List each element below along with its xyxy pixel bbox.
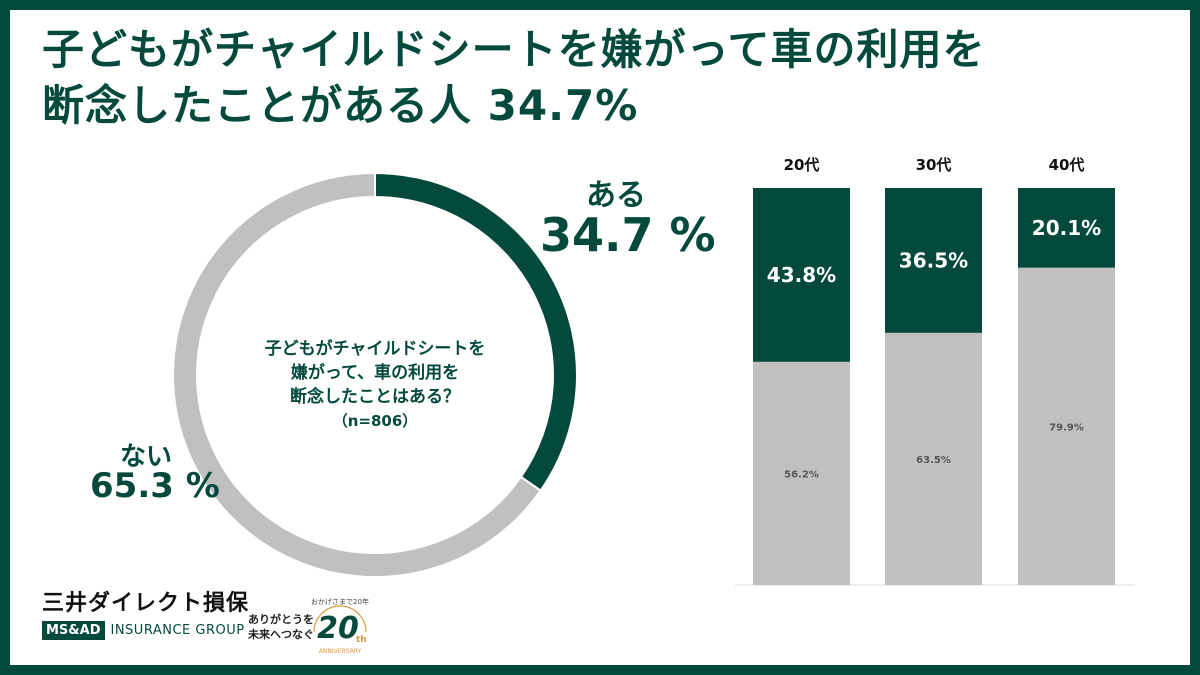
bar-label-no: 79.9% xyxy=(1049,422,1084,433)
anniversary-top-text: おかげさまで20年 xyxy=(311,597,369,606)
bar-label-yes: 43.8% xyxy=(767,263,836,287)
category-label: 40代 xyxy=(1049,156,1085,174)
title-line-2: 断念したことがある人 34.7% xyxy=(42,81,639,130)
company-name: 三井ダイレクト損保 xyxy=(42,591,250,616)
category-label: 20代 xyxy=(784,156,820,174)
bar-label-no: 63.5% xyxy=(916,455,951,466)
donut-question: 子どもがチャイルドシートを 嫌がって、車の利用を 断念したことはある？ （n=8… xyxy=(230,337,520,433)
group-badge: MS&AD xyxy=(42,621,105,640)
category-label: 30代 xyxy=(916,156,952,174)
bar-segment-no xyxy=(885,332,982,585)
donut-question-line-1: 子どもがチャイルドシートを xyxy=(264,339,486,359)
anniversary-number: 20 xyxy=(317,611,359,646)
anniversary-logo: おかげさまで20年 20 th ANNIVERSARY xyxy=(311,597,369,655)
anniversary-arc xyxy=(313,605,367,633)
no-percent: 65.3 % xyxy=(90,466,220,506)
title-line-1: 子どもがチャイルドシートを嫌がって車の利用を xyxy=(42,25,986,74)
page-title: 子どもがチャイルドシートを嫌がって車の利用を 断念したことがある人 34.7% xyxy=(42,22,985,134)
bar-label-no: 56.2% xyxy=(784,469,819,480)
sample-size: （n=806） xyxy=(332,412,418,430)
yes-label: ある xyxy=(586,178,646,213)
bar-segment-yes xyxy=(753,188,850,362)
bar-segment-yes xyxy=(885,188,982,333)
infographic-card xyxy=(10,10,1190,665)
slogan-line-2: 未来へつなぐ xyxy=(248,628,314,641)
anniversary-word: ANNIVERSARY xyxy=(319,648,362,655)
donut-slice-no xyxy=(172,171,543,578)
bar-segment-yes xyxy=(1018,188,1115,268)
bar-segment-no xyxy=(753,361,850,585)
yes-percent: 34.7 % xyxy=(540,208,716,262)
bar-label-yes: 20.1% xyxy=(1032,216,1101,240)
no-label: ない xyxy=(120,442,173,472)
group-mark: MS&AD INSURANCE GROUP xyxy=(42,621,249,640)
donut-chart xyxy=(172,171,578,578)
anniversary-slogan: ありがとうを 未来へつなぐ xyxy=(248,612,314,642)
group-name: INSURANCE GROUP xyxy=(110,623,245,638)
donut-question-line-3: 断念したことはある？ xyxy=(290,387,460,407)
bar-label-yes: 36.5% xyxy=(899,248,968,272)
company-logo: 三井ダイレクト損保 MS&AD INSURANCE GROUP xyxy=(42,585,249,640)
anniversary-suffix: th xyxy=(356,635,367,645)
donut-question-line-2: 嫌がって、車の利用を xyxy=(290,363,460,383)
slogan-line-1: ありがとうを xyxy=(248,613,314,626)
bar-segment-no xyxy=(1018,267,1115,585)
stacked-bar-chart: 20代 43.8% 56.2% 30代 36.5% 63.5% 40代 20.1% 79.9% xyxy=(735,156,1135,586)
